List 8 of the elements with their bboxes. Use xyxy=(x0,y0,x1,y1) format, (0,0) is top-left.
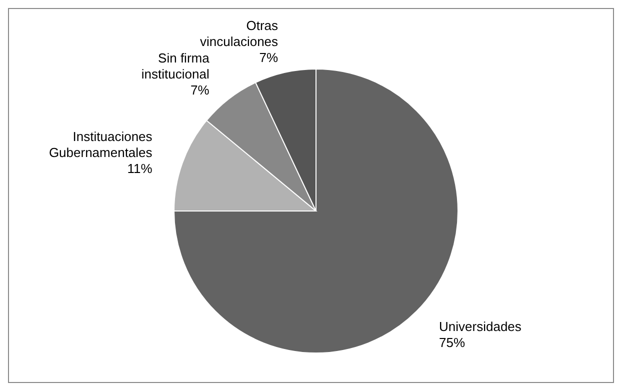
slice-label: Universidades xyxy=(439,319,522,334)
data-label: 75% xyxy=(439,335,466,350)
slice-label: Otras vinculaciones xyxy=(200,18,279,50)
data-label: 7% xyxy=(190,82,210,98)
data-label: 11% xyxy=(127,161,153,176)
data-label: 7% xyxy=(259,50,278,66)
slice-label: Instituaciones Gubernamentales xyxy=(48,129,153,160)
slice-label: Sin firma institucional xyxy=(141,50,210,82)
